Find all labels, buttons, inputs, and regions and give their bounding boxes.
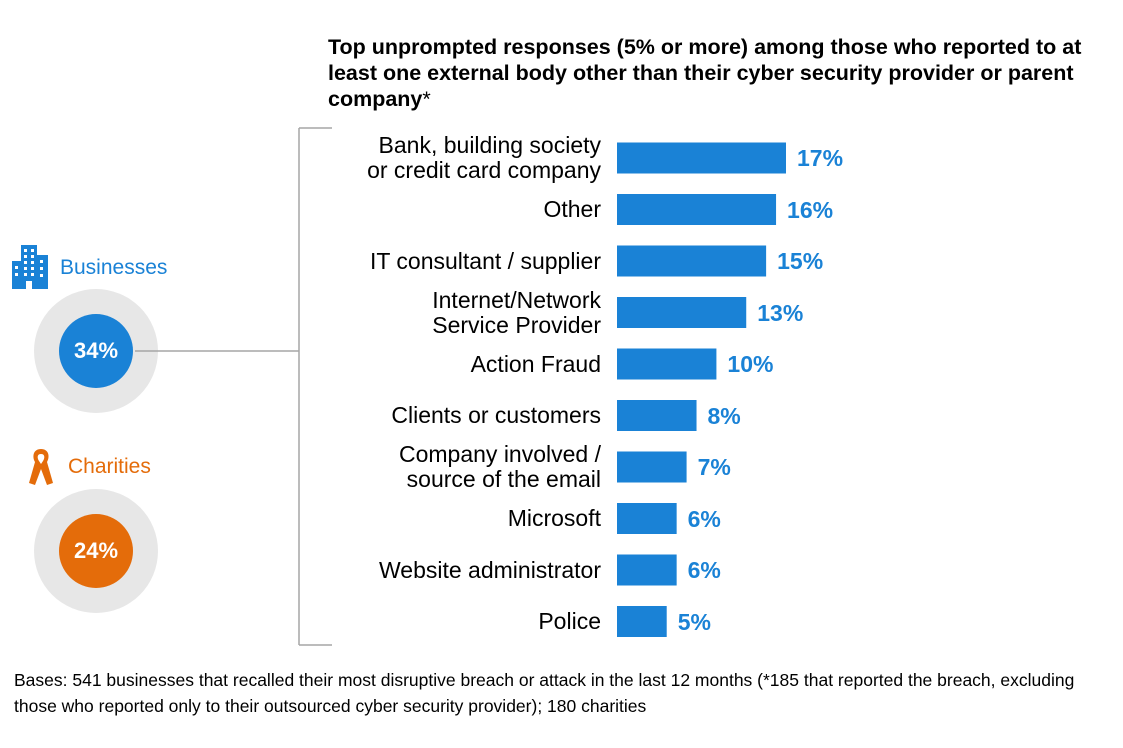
category-label-line: Company involved / bbox=[399, 441, 601, 467]
chart-title: Top unprompted responses (5% or more) am… bbox=[328, 34, 1108, 112]
footnote: Bases: 541 businesses that recalled thei… bbox=[14, 670, 1075, 716]
category-label-line: or credit card company bbox=[367, 157, 601, 183]
charities-value-circle: 24% bbox=[59, 514, 133, 588]
bar bbox=[617, 606, 667, 637]
chart-title-text: Top unprompted responses (5% or more) am… bbox=[328, 35, 1082, 111]
value-label: 6% bbox=[687, 505, 721, 532]
charities-label: Charities bbox=[68, 455, 151, 478]
businesses-ring: 34% bbox=[34, 289, 158, 413]
bar bbox=[617, 245, 767, 277]
category-label: Other bbox=[301, 197, 601, 222]
category-label: Action Fraud bbox=[301, 350, 601, 377]
category-label-line: Internet/Network bbox=[432, 286, 601, 313]
category-label-line: Bank, building society bbox=[378, 132, 601, 158]
category-label: Bank, building society or credit card com… bbox=[301, 133, 601, 183]
value-label: 10% bbox=[727, 351, 774, 377]
office-buildings-icon bbox=[12, 245, 48, 289]
bar bbox=[617, 348, 717, 380]
bar bbox=[617, 400, 697, 431]
bar bbox=[617, 297, 747, 328]
value-label: 8% bbox=[707, 402, 741, 429]
category-label-line: Microsoft bbox=[507, 505, 601, 531]
charities-ring: 24% bbox=[34, 489, 158, 613]
awareness-ribbon-icon bbox=[29, 449, 53, 485]
category-label: Website administrator bbox=[301, 556, 601, 583]
bar bbox=[617, 142, 786, 174]
category-label: Microsoft bbox=[301, 506, 601, 531]
value-label: 7% bbox=[697, 454, 731, 480]
value-label: 16% bbox=[787, 196, 834, 223]
category-label-line: IT consultant / supplier bbox=[370, 247, 601, 274]
charities-value: 24% bbox=[73, 538, 119, 563]
businesses-label: Businesses bbox=[60, 256, 168, 279]
category-label-line: Service Provider bbox=[432, 311, 601, 338]
category-label-line: Police bbox=[538, 608, 601, 634]
bar bbox=[617, 554, 677, 586]
bar bbox=[617, 194, 777, 225]
value-label: 17% bbox=[797, 145, 844, 171]
category-label: IT consultant / supplier bbox=[301, 247, 601, 274]
category-label-line: Other bbox=[543, 196, 601, 222]
bar bbox=[617, 503, 677, 534]
businesses-value-circle: 34% bbox=[59, 314, 133, 388]
category-label: Clients or customers bbox=[301, 403, 601, 428]
category-label: Internet/Network Service Provider bbox=[301, 286, 601, 338]
businesses-value: 34% bbox=[73, 338, 119, 363]
category-label-line: Clients or customers bbox=[391, 402, 601, 428]
bar bbox=[617, 451, 687, 483]
value-label: 5% bbox=[677, 608, 711, 635]
value-label: 6% bbox=[687, 557, 721, 583]
chart-title-asterisk: * bbox=[422, 87, 431, 111]
value-label: 13% bbox=[757, 299, 804, 326]
category-label-line: Action Fraud bbox=[470, 350, 601, 377]
category-label: Company involved / source of the email bbox=[301, 442, 601, 492]
value-label: 15% bbox=[777, 248, 824, 274]
category-label-line: Website administrator bbox=[379, 556, 601, 583]
category-label-line: source of the email bbox=[406, 466, 601, 492]
category-label: Police bbox=[301, 609, 601, 634]
